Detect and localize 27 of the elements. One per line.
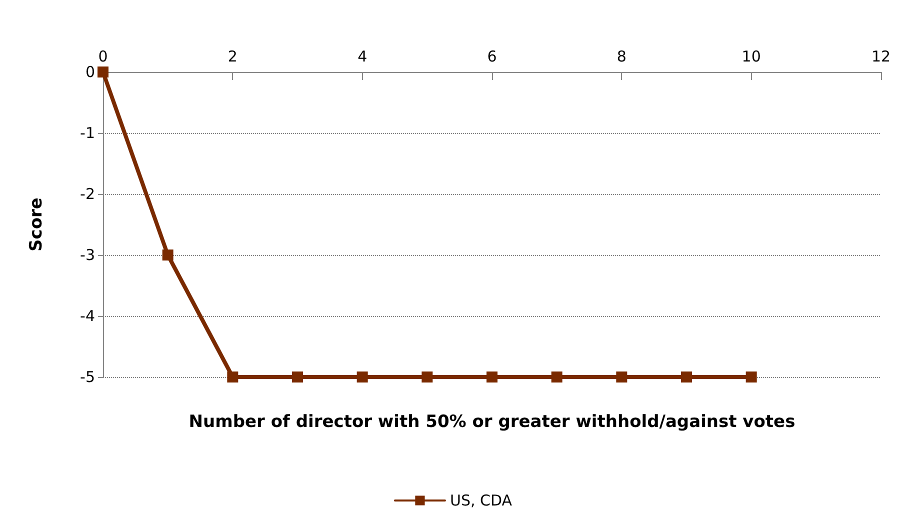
x-tick-label: 0 (98, 48, 108, 66)
x-tick-label: 8 (616, 48, 626, 66)
point (681, 372, 692, 382)
point (162, 250, 174, 260)
x-tick-label: 6 (487, 48, 497, 66)
point (486, 372, 498, 382)
point (422, 372, 433, 382)
point (746, 372, 757, 382)
y-tick-label: -1 (80, 124, 95, 142)
y-tick-label: -4 (80, 307, 95, 325)
y-tick-label: -2 (80, 185, 95, 203)
x-tick-label: 10 (742, 48, 761, 66)
point (98, 66, 108, 78)
point (616, 372, 628, 382)
point (227, 372, 238, 382)
point (356, 372, 368, 382)
x-tick-label: 4 (358, 48, 368, 66)
point (551, 372, 562, 382)
legend-label: US, CDA (450, 492, 513, 510)
y-axis-title: Score (26, 198, 46, 252)
y-tick-label: 0 (85, 63, 95, 81)
x-axis-title: Number of director with 50% or greater withhold/against votes (188, 412, 796, 432)
x-tick-label: 12 (871, 48, 891, 66)
point (292, 372, 303, 382)
y-tick-label: -3 (80, 246, 95, 264)
x-tick-label: 2 (228, 48, 238, 66)
y-tick-label: -5 (80, 368, 95, 386)
